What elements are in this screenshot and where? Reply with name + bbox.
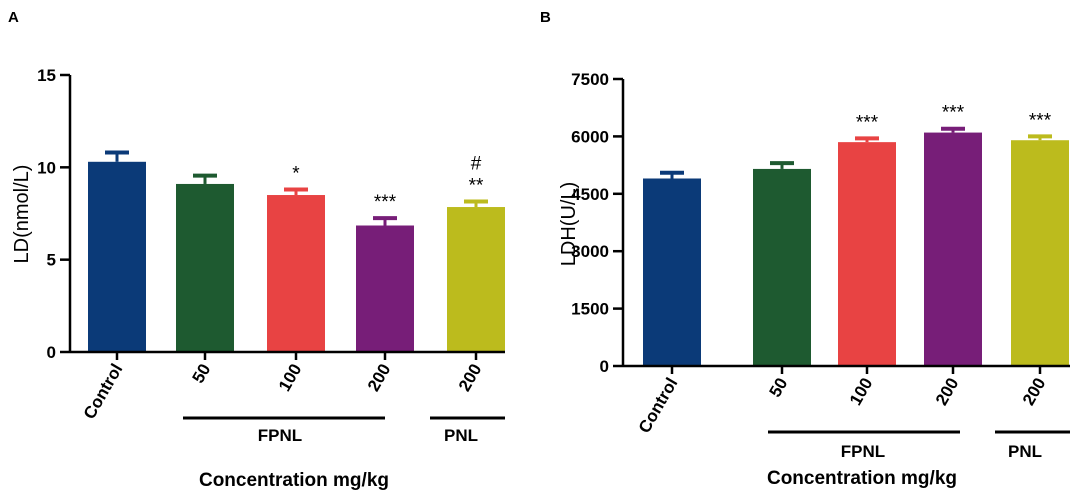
y-tick-label-b-4: 6000 [571, 127, 609, 146]
significance-b-4: *** [1029, 110, 1052, 131]
panel-letter-b: B [540, 9, 551, 26]
bar-marks-a: Control 50 * 100 *** 200 **#200 0 5 10 15 [37, 66, 505, 422]
panel-b: B LDH(U/L) Concentration mg/kg FPNL PNL … [540, 9, 1070, 489]
bar-a-2 [267, 195, 325, 352]
bar-b-4 [1011, 140, 1069, 366]
group-label-pnl-b: PNL [1008, 442, 1042, 461]
bar-a-4 [447, 207, 505, 352]
bar-a-3 [356, 225, 414, 352]
bar-b-2 [838, 142, 896, 366]
x-axis-label-a: Concentration mg/kg [199, 470, 389, 491]
bar-marks-b: Control 50 *** 100 *** 200 *** 200 0 1500 3000 4500… [571, 70, 1070, 436]
y-axis-label-b: LDH(U/L) [558, 182, 580, 266]
group-label-fpnl-a: FPNL [258, 426, 302, 445]
bar-a-0 [88, 161, 146, 352]
panel-letter-a: A [8, 9, 19, 26]
y-axis-label-a: LD(nmol/L) [11, 165, 33, 264]
significance-top-a-4: # [471, 153, 482, 174]
significance-b-2: *** [856, 112, 879, 133]
x-tick-label-a-2: 100 [275, 361, 306, 395]
significance-b-3: *** [942, 103, 965, 124]
bar-a-1 [176, 183, 234, 352]
x-tick-label-b-1: 50 [766, 375, 792, 401]
x-tick-label-b-2: 100 [846, 375, 877, 409]
y-tick-label-b-0: 0 [600, 357, 609, 376]
bar-b-1 [753, 168, 811, 366]
x-tick-label-b-3: 200 [932, 375, 963, 409]
x-tick-label-a-1: 50 [189, 361, 215, 387]
bar-b-3 [924, 132, 982, 366]
y-tick-label-b-1: 1500 [571, 300, 609, 319]
significance-a-2: * [292, 163, 300, 184]
y-tick-label-b-5: 7500 [571, 70, 609, 89]
y-tick-label-a-3: 15 [37, 66, 56, 85]
bar-b-0 [643, 178, 701, 366]
group-label-fpnl-b: FPNL [841, 442, 885, 461]
y-tick-label-b-2: 3000 [571, 242, 609, 261]
panel-a: A LD(nmol/L) Concentration mg/kg FPNL PN… [8, 9, 505, 491]
group-label-pnl-a: PNL [444, 426, 478, 445]
significance-a-3: *** [374, 192, 397, 213]
x-tick-label-a-0: Control [80, 361, 127, 423]
y-tick-label-b-3: 4500 [571, 185, 609, 204]
y-tick-label-a-2: 10 [37, 158, 56, 177]
significance-a-4: ** [469, 175, 484, 196]
x-tick-label-a-3: 200 [364, 361, 395, 395]
x-tick-label-b-4: 200 [1019, 375, 1050, 409]
x-axis-label-b: Concentration mg/kg [767, 468, 957, 489]
x-tick-label-a-4: 200 [455, 361, 486, 395]
y-tick-label-a-0: 0 [47, 343, 56, 362]
y-tick-label-a-1: 5 [47, 251, 56, 270]
x-tick-label-b-0: Control [635, 375, 682, 437]
